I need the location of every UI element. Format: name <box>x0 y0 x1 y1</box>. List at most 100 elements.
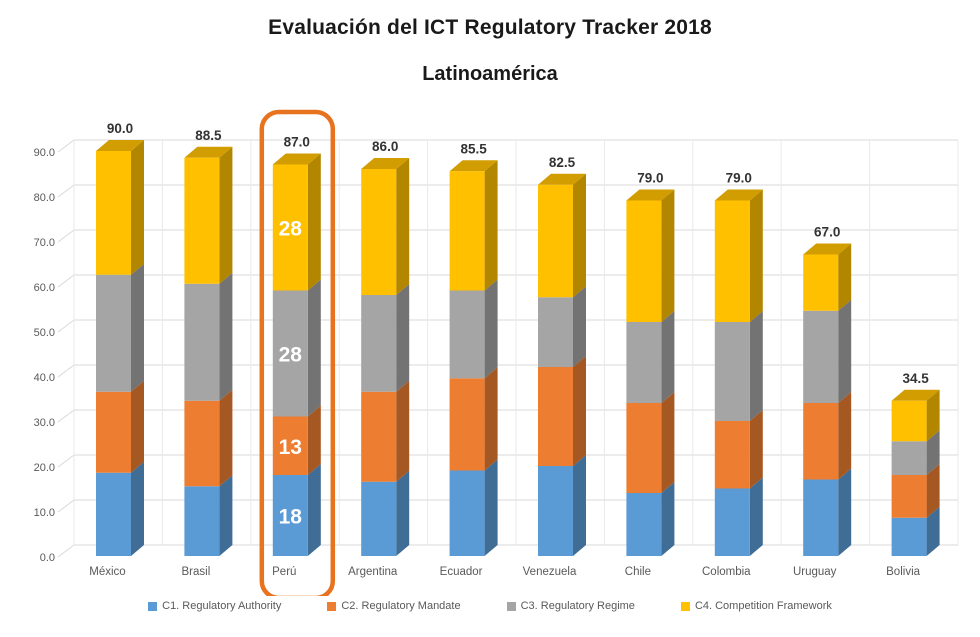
y-axis-tick-label: 10.0 <box>34 507 55 519</box>
bar-segment-c3-brasil <box>184 283 220 401</box>
bar-side-c1-uruguay <box>838 468 852 556</box>
bar-segment-c1-uruguay <box>803 479 839 556</box>
category-label-venezuela: Venezuela <box>523 566 577 578</box>
legend-item-c1: C1. Regulatory Authority <box>148 600 281 612</box>
bar-segment-c3-peru <box>272 290 308 417</box>
legend-label-c2: C2. Regulatory Mandate <box>341 600 461 612</box>
y-axis-tick-label: 70.0 <box>34 237 55 249</box>
highlight-segment-label-c1: 18 <box>279 506 303 529</box>
total-label-venezuela: 82.5 <box>549 155 576 170</box>
grid-connector <box>57 454 75 468</box>
bar-side-c2-brasil <box>219 389 233 487</box>
grid-connector <box>57 229 75 243</box>
grid-connector <box>57 544 75 558</box>
bar-segment-c4-mexico <box>96 151 131 275</box>
highlight-box <box>259 109 336 596</box>
grid-connector <box>57 409 75 423</box>
category-label-argentina: Argentina <box>348 566 398 578</box>
bar-side-c3-brasil <box>219 272 233 401</box>
bar-segment-c3-venezuela <box>538 297 573 367</box>
legend-swatch-c1 <box>148 601 158 611</box>
bar-top-c4-colombia <box>714 189 763 201</box>
bar-side-c4-brasil <box>219 146 233 284</box>
bar-top-c4-mexico <box>96 140 144 151</box>
bar-side-c3-colombia <box>749 311 763 421</box>
y-axis-tick-label: 20.0 <box>34 462 55 474</box>
total-label-brasil: 88.5 <box>195 128 222 143</box>
bar-top-c4-peru <box>272 153 321 165</box>
total-label-uruguay: 67.0 <box>814 225 840 240</box>
bar-side-c1-ecuador <box>484 459 498 556</box>
bar-segment-c4-venezuela <box>538 184 573 298</box>
bar-segment-c1-bolivia <box>891 517 927 556</box>
y-axis-tick-label: 50.0 <box>34 327 55 339</box>
bar-side-c2-ecuador <box>484 367 498 471</box>
bar-side-c1-brasil <box>219 475 233 556</box>
grid-connector <box>57 364 75 378</box>
total-label-bolivia: 34.5 <box>902 371 929 386</box>
bar-side-c2-venezuela <box>573 356 586 466</box>
category-label-bolivia: Bolivia <box>886 566 920 578</box>
legend-swatch-c4 <box>680 601 690 611</box>
bar-segment-c4-uruguay <box>803 254 839 311</box>
bar-segment-c1-peru <box>272 475 308 556</box>
highlight-segment-label-c2: 13 <box>279 436 302 459</box>
bar-segment-c2-ecuador <box>449 378 485 471</box>
legend-item-c3: C3. Regulatory Regime <box>506 600 635 612</box>
bar-side-c1-argentina <box>396 470 410 556</box>
bar-segment-c4-argentina <box>361 169 397 295</box>
bar-side-c2-colombia <box>749 410 763 489</box>
y-axis-tick-label: 30.0 <box>34 417 55 429</box>
bar-top-c4-uruguay <box>803 243 852 255</box>
y-axis-tick-label: 60.0 <box>34 282 55 294</box>
bar-segment-c3-chile <box>626 322 662 403</box>
bar-top-c4-venezuela <box>538 173 586 185</box>
bar-side-c4-argentina <box>396 158 410 295</box>
bar-segment-c4-bolivia <box>891 400 927 442</box>
legend-label-c3: C3. Regulatory Regime <box>520 600 635 612</box>
bar-segment-c4-ecuador <box>449 171 485 291</box>
grid-connector <box>57 184 75 198</box>
bar-segment-c3-ecuador <box>449 290 485 379</box>
bar-segment-c1-brasil <box>184 486 220 556</box>
bar-segment-c1-colombia <box>714 488 750 556</box>
y-axis-tick-label: 40.0 <box>34 372 55 384</box>
bar-side-c2-mexico <box>131 380 144 473</box>
bar-side-c3-peru <box>307 279 321 417</box>
bar-side-c4-uruguay <box>838 243 852 311</box>
bar-segment-c4-brasil <box>184 157 220 284</box>
bar-top-c4-ecuador <box>449 160 498 172</box>
bar-side-c1-peru <box>307 464 321 556</box>
bar-segment-c3-mexico <box>96 274 131 392</box>
category-label-peru: Perú <box>272 566 296 578</box>
legend-label-c4: C4. Competition Framework <box>694 600 832 612</box>
total-label-peru: 87.0 <box>284 135 310 150</box>
bar-segment-c2-argentina <box>361 391 397 482</box>
bar-side-c3-mexico <box>131 263 144 392</box>
category-label-ecuador: Ecuador <box>440 566 483 578</box>
category-label-brasil: Brasil <box>182 566 211 578</box>
chart-legend: C1. Regulatory Authority C2. Regulatory M… <box>0 600 980 612</box>
bar-segment-c2-uruguay <box>803 403 839 480</box>
bar-segment-c4-peru <box>272 164 308 291</box>
bar-side-c3-bolivia <box>926 430 940 475</box>
bar-side-c4-colombia <box>749 189 763 322</box>
bar-side-c2-bolivia <box>926 464 940 518</box>
bar-side-c3-uruguay <box>838 299 852 403</box>
bar-side-c2-chile <box>661 392 675 493</box>
bar-side-c4-venezuela <box>573 173 586 298</box>
bar-side-c3-chile <box>661 311 675 403</box>
chart-canvas: 0.0 10.0 20.0 30.0 40.0 50.0 60.0 70.0 80.0 90.0 9… <box>34 109 959 596</box>
highlight-segment-label-c3: 28 <box>279 344 303 367</box>
grid-connector <box>57 274 75 288</box>
bar-top-c4-argentina <box>361 158 410 169</box>
bar-side-c4-ecuador <box>484 160 498 291</box>
grid-connector <box>57 139 75 153</box>
bar-segment-c2-peru <box>272 416 308 475</box>
bar-segment-c1-venezuela <box>538 466 573 556</box>
bar-segment-c2-colombia <box>714 421 750 489</box>
bar-segment-c1-mexico <box>96 472 131 556</box>
bar-side-c2-uruguay <box>838 392 852 480</box>
chart-subtitle: Latinoamérica <box>422 63 558 85</box>
total-label-argentina: 86.0 <box>372 139 398 154</box>
